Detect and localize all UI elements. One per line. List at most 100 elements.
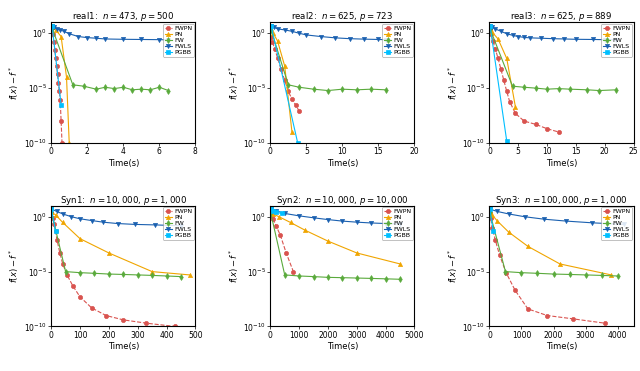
PN bbox=[59, 220, 67, 225]
FWLS bbox=[295, 31, 303, 36]
FWPN bbox=[56, 89, 63, 93]
PN bbox=[524, 244, 532, 249]
PN bbox=[556, 262, 564, 266]
Line: FWPN: FWPN bbox=[488, 211, 607, 325]
FW bbox=[267, 210, 275, 214]
FW bbox=[353, 276, 361, 280]
FWPN bbox=[56, 98, 64, 102]
FWPN bbox=[269, 40, 276, 45]
FWPN bbox=[276, 233, 284, 237]
Line: PGBB: PGBB bbox=[269, 207, 284, 216]
PN bbox=[488, 30, 496, 35]
FWLS bbox=[56, 28, 64, 32]
FWLS bbox=[360, 37, 368, 41]
FW bbox=[486, 210, 493, 214]
FWLS bbox=[48, 23, 56, 28]
FWLS bbox=[588, 221, 596, 225]
FWLS bbox=[601, 37, 609, 42]
FWLS bbox=[396, 222, 404, 226]
FW bbox=[518, 270, 525, 275]
FWPN bbox=[272, 224, 280, 228]
FWLS bbox=[272, 209, 280, 213]
Legend: FWPN, PN, FW, FWLS, PGBB: FWPN, PN, FW, FWLS, PGBB bbox=[382, 23, 413, 57]
Line: PGBB: PGBB bbox=[49, 207, 58, 233]
FWPN bbox=[54, 81, 62, 85]
FWPN bbox=[102, 313, 110, 318]
FW bbox=[612, 88, 620, 92]
FWLS bbox=[83, 35, 91, 40]
FWPN bbox=[51, 48, 59, 52]
PGBB bbox=[48, 23, 56, 28]
FW bbox=[91, 271, 99, 276]
PGBB bbox=[47, 207, 55, 211]
FWLS bbox=[515, 34, 522, 39]
FW bbox=[520, 85, 528, 89]
FWLS bbox=[68, 214, 76, 219]
Line: PGBB: PGBB bbox=[488, 23, 509, 143]
PGBB bbox=[294, 141, 301, 145]
FW bbox=[324, 88, 332, 93]
FW bbox=[268, 28, 275, 32]
FWLS bbox=[74, 34, 82, 39]
FWLS bbox=[367, 221, 375, 225]
FWLS bbox=[332, 36, 339, 40]
FW bbox=[502, 269, 509, 274]
X-axis label: Time(s): Time(s) bbox=[546, 159, 577, 168]
PN bbox=[607, 273, 615, 277]
FWPN bbox=[172, 324, 179, 329]
PGBB bbox=[268, 23, 275, 28]
Line: PGBB: PGBB bbox=[50, 23, 63, 107]
FWLS bbox=[346, 36, 353, 41]
FW bbox=[80, 84, 88, 88]
FWPN bbox=[269, 217, 277, 221]
Y-axis label: $f(x) - f^*$: $f(x) - f^*$ bbox=[8, 249, 22, 283]
FWLS bbox=[53, 209, 61, 214]
FWLS bbox=[99, 220, 107, 224]
FWLS bbox=[267, 207, 275, 211]
Line: FWPN: FWPN bbox=[269, 211, 296, 274]
FW bbox=[147, 88, 154, 92]
FWPN bbox=[532, 122, 540, 127]
FWPN bbox=[271, 46, 278, 51]
FWPN bbox=[486, 211, 493, 216]
FW bbox=[76, 270, 84, 275]
Title: Syn1:  $n = 10,000$, $p = 1,000$: Syn1: $n = 10,000$, $p = 1,000$ bbox=[60, 194, 187, 207]
PN bbox=[76, 236, 84, 241]
FW bbox=[101, 85, 109, 89]
PN bbox=[488, 213, 496, 217]
FWPN bbox=[569, 316, 577, 321]
FWPN bbox=[295, 109, 303, 114]
X-axis label: Time(s): Time(s) bbox=[326, 342, 358, 351]
FW bbox=[177, 275, 185, 279]
FW bbox=[543, 87, 551, 91]
FWPN bbox=[503, 89, 511, 93]
FW bbox=[614, 274, 621, 278]
FWPN bbox=[143, 321, 150, 325]
Line: PN: PN bbox=[269, 210, 402, 266]
Y-axis label: $f(x) - f^*$: $f(x) - f^*$ bbox=[446, 66, 460, 100]
FWLS bbox=[549, 36, 557, 41]
PN bbox=[505, 230, 513, 234]
FW bbox=[555, 86, 563, 91]
Line: FWPN: FWPN bbox=[269, 35, 301, 113]
FW bbox=[156, 85, 163, 89]
FW bbox=[382, 88, 390, 92]
FWLS bbox=[382, 37, 390, 42]
FWPN bbox=[489, 39, 497, 43]
PN bbox=[269, 212, 277, 216]
X-axis label: Time(s): Time(s) bbox=[326, 159, 358, 168]
PN bbox=[105, 251, 113, 255]
FWPN bbox=[277, 67, 285, 72]
FWPN bbox=[289, 269, 297, 274]
FWLS bbox=[92, 36, 100, 40]
PN bbox=[287, 220, 294, 225]
FW bbox=[382, 277, 390, 281]
FWLS bbox=[497, 29, 505, 33]
FWPN bbox=[281, 78, 289, 83]
FWLS bbox=[156, 37, 163, 42]
FWLS bbox=[526, 36, 534, 40]
PN bbox=[63, 75, 70, 79]
FWLS bbox=[270, 25, 278, 29]
FWPN bbox=[49, 32, 57, 36]
FWPN bbox=[50, 40, 58, 45]
